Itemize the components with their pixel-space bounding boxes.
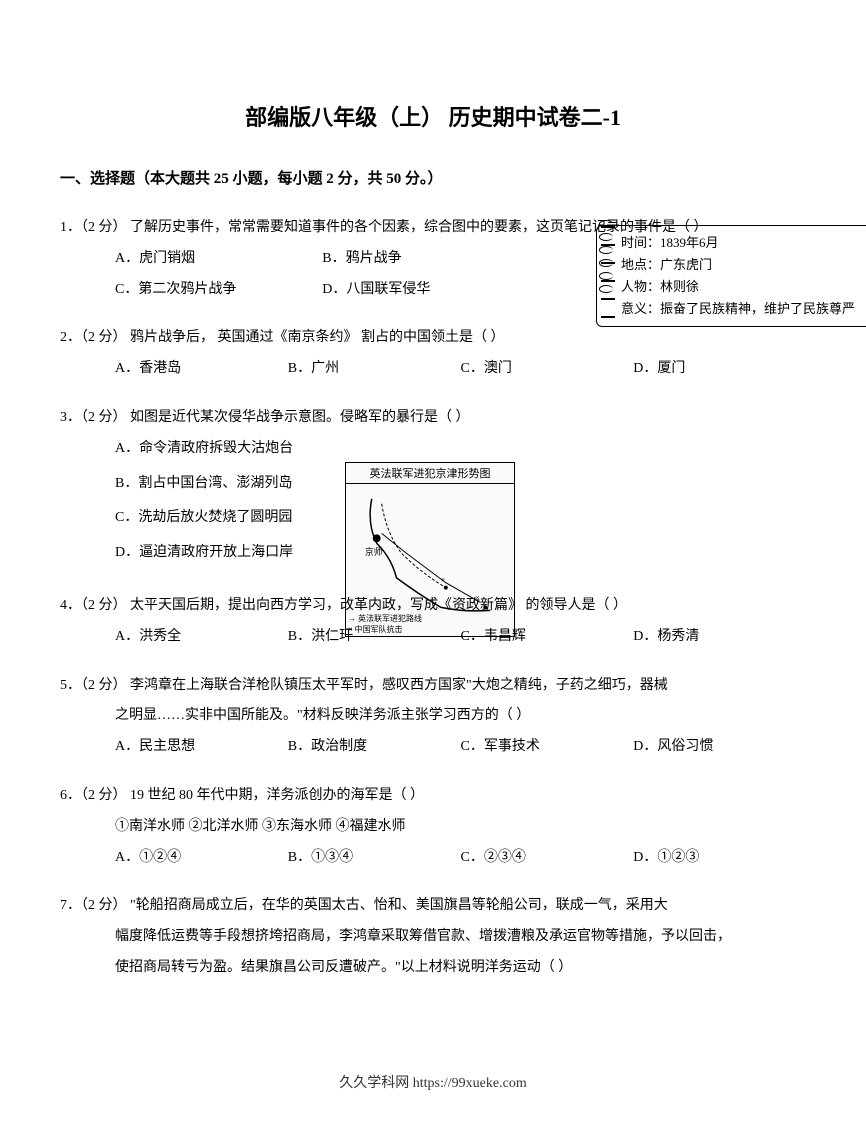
option-d: D．风俗习惯 (633, 732, 806, 763)
question-stem: 7．（2 分） "轮船招商局成立后，在华的英国太古、怡和、美国旗昌等轮船公司，联… (60, 891, 806, 922)
option-d: D．①②③ (633, 843, 806, 874)
question-stem-cont: 幅度降低运费等手段想挤垮招商局，李鸿章采取筹借官款、增拨漕粮及承运官物等措施，予… (60, 922, 806, 953)
option-c: C．第二次鸦片战争 (115, 275, 322, 306)
option-b: B．广州 (288, 354, 461, 385)
option-b: B．鸦片战争 (322, 244, 529, 275)
option-d: D．厦门 (633, 354, 806, 385)
option-b: B．洪仁玕 (288, 622, 461, 653)
question-stem: 3．（2 分） 如图是近代某次侵华战争示意图。侵略军的暴行是（ ） (60, 403, 806, 434)
svg-text:×: × (441, 576, 445, 585)
option-a: A．香港岛 (115, 354, 288, 385)
question-stem-cont: 使招商局转亏为盈。结果旗昌公司反遭破产。"以上材料说明洋务运动（ ） (60, 953, 806, 984)
option-c: C．②③④ (461, 843, 634, 874)
question-2: 2．（2 分） 鸦片战争后， 英国通过《南京条约》 割占的中国领土是（ ） A．… (60, 323, 806, 385)
question-stem: 2．（2 分） 鸦片战争后， 英国通过《南京条约》 割占的中国领土是（ ） (60, 323, 806, 354)
question-1: 1．（2 分） 了解历史事件，常常需要知道事件的各个因素，综合图中的要素，这页笔… (60, 213, 806, 305)
option-d: D．八国联军侵华 (322, 275, 529, 306)
option-c: C．韦昌辉 (461, 622, 634, 653)
option-c: C．军事技术 (461, 732, 634, 763)
section-header: 一、选择题（本大题共 25 小题，每小题 2 分，共 50 分。） (60, 167, 806, 188)
page-footer: 久久学科网 https://99xueke.com (0, 1072, 866, 1092)
option-a: A．命令清政府拆毁大沽炮台 (115, 434, 385, 465)
option-d: D．杨秀清 (633, 622, 806, 653)
option-b: B．①③④ (288, 843, 461, 874)
question-stem: 5．（2 分） 李鸿章在上海联合洋枪队镇压太平军时，感叹西方国家"大炮之精纯，子… (60, 671, 806, 702)
question-stem: 1．（2 分） 了解历史事件，常常需要知道事件的各个因素，综合图中的要素，这页笔… (60, 213, 806, 244)
option-a: A．①②④ (115, 843, 288, 874)
question-stem: 4．（2 分） 太平天国后期，提出向西方学习，改革内政，写成《资政新篇》 的领导… (60, 591, 806, 622)
option-c: C．澳门 (461, 354, 634, 385)
question-5: 5．（2 分） 李鸿章在上海联合洋枪队镇压太平军时，感叹西方国家"大炮之精纯，子… (60, 671, 806, 763)
svg-text:京师: 京师 (365, 546, 383, 557)
option-a: A．洪秀全 (115, 622, 288, 653)
option-a: A．虎门销烟 (115, 244, 322, 275)
question-stem-cont: 之明显……实非中国所能及。"材料反映洋务派主张学习西方的（ ） (60, 701, 806, 732)
option-a: A．民主思想 (115, 732, 288, 763)
page-title: 部编版八年级（上） 历史期中试卷二-1 (60, 100, 806, 132)
question-7: 7．（2 分） "轮船招商局成立后，在华的英国太古、怡和、美国旗昌等轮船公司，联… (60, 891, 806, 983)
question-4: 4．（2 分） 太平天国后期，提出向西方学习，改革内政，写成《资政新篇》 的领导… (60, 591, 806, 653)
question-stem: 6．（2 分） 19 世纪 80 年代中期，洋务派创办的海军是（ ） (60, 781, 806, 812)
option-b: B．政治制度 (288, 732, 461, 763)
question-6: 6．（2 分） 19 世纪 80 年代中期，洋务派创办的海军是（ ） ①南洋水师… (60, 781, 806, 873)
map-title: 英法联军进犯京津形势图 (346, 463, 514, 484)
question-items: ①南洋水师 ②北洋水师 ③东海水师 ④福建水师 (60, 812, 806, 843)
